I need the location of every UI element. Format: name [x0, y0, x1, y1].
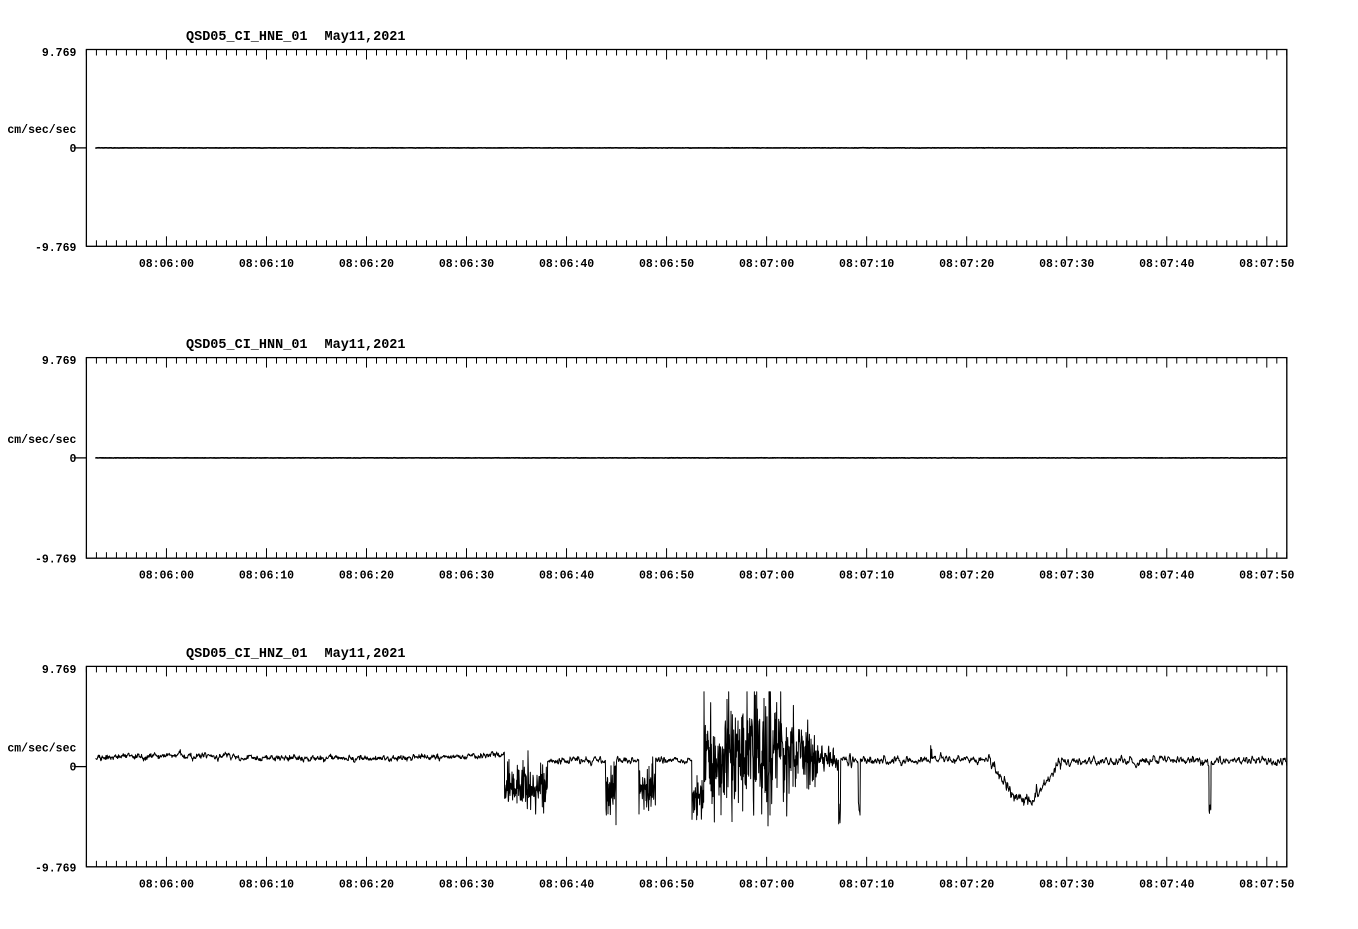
- svg-text:QSD05_CI_HNN_01: QSD05_CI_HNN_01: [186, 338, 308, 353]
- svg-text:08:06:50: 08:06:50: [639, 570, 694, 583]
- svg-text:08:06:10: 08:06:10: [239, 878, 294, 891]
- svg-text:08:06:30: 08:06:30: [439, 878, 494, 891]
- svg-text:QSD05_CI_HNZ_01: QSD05_CI_HNZ_01: [186, 647, 308, 662]
- svg-text:08:07:50: 08:07:50: [1239, 878, 1294, 891]
- svg-text:08:06:50: 08:06:50: [639, 258, 694, 271]
- svg-text:08:06:50: 08:06:50: [639, 878, 694, 891]
- svg-text:08:06:40: 08:06:40: [539, 878, 594, 891]
- svg-text:9.769: 9.769: [42, 47, 77, 60]
- svg-text:-9.769: -9.769: [35, 862, 77, 875]
- svg-text:08:07:30: 08:07:30: [1039, 258, 1094, 271]
- svg-text:May11,2021: May11,2021: [325, 30, 406, 45]
- svg-text:9.769: 9.769: [42, 355, 77, 368]
- svg-text:0: 0: [69, 143, 76, 156]
- svg-text:08:06:20: 08:06:20: [339, 258, 394, 271]
- svg-text:08:07:40: 08:07:40: [1139, 570, 1194, 583]
- svg-text:0: 0: [69, 762, 76, 775]
- svg-text:08:07:40: 08:07:40: [1139, 258, 1194, 271]
- svg-text:08:06:00: 08:06:00: [139, 258, 194, 271]
- svg-text:08:06:40: 08:06:40: [539, 258, 594, 271]
- svg-text:08:07:30: 08:07:30: [1039, 878, 1094, 891]
- svg-text:08:07:20: 08:07:20: [939, 878, 994, 891]
- svg-text:08:07:00: 08:07:00: [739, 878, 794, 891]
- svg-text:9.769: 9.769: [42, 664, 77, 677]
- svg-text:May11,2021: May11,2021: [325, 647, 406, 662]
- svg-text:cm/sec/sec: cm/sec/sec: [7, 124, 76, 137]
- svg-text:-9.769: -9.769: [35, 242, 77, 255]
- svg-text:cm/sec/sec: cm/sec/sec: [7, 434, 76, 447]
- svg-text:08:06:30: 08:06:30: [439, 258, 494, 271]
- svg-text:-9.769: -9.769: [35, 554, 77, 567]
- svg-text:May11,2021: May11,2021: [325, 338, 406, 353]
- svg-text:08:07:30: 08:07:30: [1039, 570, 1094, 583]
- svg-text:08:07:50: 08:07:50: [1239, 258, 1294, 271]
- svg-text:08:06:20: 08:06:20: [339, 878, 394, 891]
- svg-text:08:06:20: 08:06:20: [339, 570, 394, 583]
- svg-text:0: 0: [69, 453, 76, 466]
- svg-text:08:06:00: 08:06:00: [139, 570, 194, 583]
- svg-text:08:07:10: 08:07:10: [839, 878, 894, 891]
- svg-text:08:07:20: 08:07:20: [939, 258, 994, 271]
- svg-text:08:07:10: 08:07:10: [839, 570, 894, 583]
- svg-text:08:07:40: 08:07:40: [1139, 878, 1194, 891]
- svg-text:08:06:30: 08:06:30: [439, 570, 494, 583]
- svg-text:08:06:10: 08:06:10: [239, 570, 294, 583]
- svg-text:08:07:50: 08:07:50: [1239, 570, 1294, 583]
- svg-text:QSD05_CI_HNE_01: QSD05_CI_HNE_01: [186, 30, 308, 45]
- svg-text:08:07:00: 08:07:00: [739, 570, 794, 583]
- svg-text:08:06:40: 08:06:40: [539, 570, 594, 583]
- svg-text:08:06:00: 08:06:00: [139, 878, 194, 891]
- svg-text:08:07:00: 08:07:00: [739, 258, 794, 271]
- svg-text:08:07:10: 08:07:10: [839, 258, 894, 271]
- svg-text:08:07:20: 08:07:20: [939, 570, 994, 583]
- svg-text:08:06:10: 08:06:10: [239, 258, 294, 271]
- svg-text:cm/sec/sec: cm/sec/sec: [7, 743, 76, 756]
